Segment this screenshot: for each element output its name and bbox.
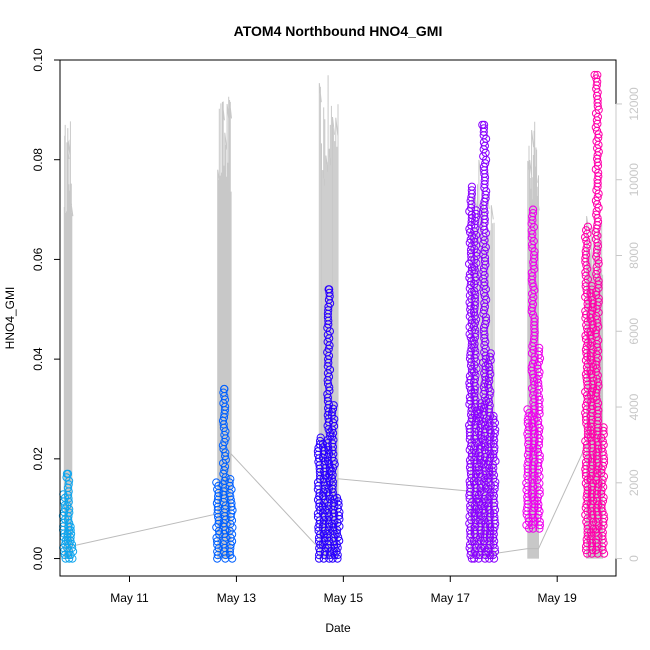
data-point xyxy=(318,439,327,448)
data-point xyxy=(334,497,343,506)
data-point xyxy=(599,440,608,449)
altitude-spikes xyxy=(217,96,232,559)
data-point xyxy=(332,529,341,538)
y2-axis: 0 2000 4000 6000 8000 10000 12000 xyxy=(615,87,641,562)
data-point xyxy=(591,329,600,338)
data-point-peak xyxy=(478,120,487,129)
x-tick-label: May 15 xyxy=(324,591,364,605)
series-5 xyxy=(522,205,545,533)
data-point xyxy=(485,352,494,361)
connector-line xyxy=(71,443,588,555)
data-point xyxy=(482,295,491,304)
y-tick-label: 0.04 xyxy=(31,347,45,371)
chart-title: ATOM4 Northbound HNO4_GMI xyxy=(234,23,443,39)
data-point-peak xyxy=(590,70,599,80)
x-tick-label: May 11 xyxy=(110,591,149,605)
data-point xyxy=(329,401,338,410)
y-tick-label: 0.10 xyxy=(31,48,45,72)
y2-tick-label: 2000 xyxy=(627,469,641,496)
data-point xyxy=(597,465,606,474)
altitude-spikes xyxy=(63,121,74,559)
data-point xyxy=(58,511,68,520)
data-point xyxy=(534,347,544,356)
x-axis-label: Date xyxy=(325,621,351,635)
data-point xyxy=(479,250,488,259)
data-point xyxy=(66,526,75,535)
data-point xyxy=(599,426,608,435)
data-point-peak xyxy=(63,469,73,478)
y2-tick-label: 10000 xyxy=(627,163,641,197)
x-tick-label: May 17 xyxy=(431,591,471,605)
data-point xyxy=(594,259,603,268)
x-tick-label: May 19 xyxy=(538,591,578,605)
y2-tick-label: 8000 xyxy=(627,242,641,269)
data-point xyxy=(489,415,498,424)
data-point xyxy=(528,209,538,218)
data-point xyxy=(328,404,338,413)
data-point xyxy=(327,467,336,476)
series-4 xyxy=(465,120,500,563)
data-point xyxy=(467,186,476,195)
data-point xyxy=(583,222,593,231)
altitude-trace xyxy=(63,75,604,559)
data-point xyxy=(64,480,73,489)
data-point-peak xyxy=(220,384,229,394)
data-point xyxy=(486,349,495,358)
data-point xyxy=(66,522,75,531)
data-series xyxy=(58,70,609,563)
flight-track-connector xyxy=(71,443,588,555)
data-point xyxy=(330,460,339,469)
y-tick-label: 0.08 xyxy=(31,148,45,172)
y2-tick-label: 12000 xyxy=(627,87,641,121)
y-axis: 0.00 0.02 0.04 0.06 0.08 0.10 xyxy=(31,48,61,571)
data-point xyxy=(599,423,608,432)
data-point xyxy=(474,409,483,418)
data-point xyxy=(535,343,544,352)
data-point-peak xyxy=(324,285,333,294)
y-tick-label: 0.06 xyxy=(31,247,45,271)
y-axis-label: HNO4_GMI xyxy=(3,287,17,350)
data-point xyxy=(594,297,603,307)
y-tick-label: 0.00 xyxy=(31,547,45,571)
data-point-peak xyxy=(529,205,538,214)
y2-tick-label: 0 xyxy=(627,555,641,562)
data-point xyxy=(215,530,224,539)
data-point xyxy=(225,478,234,487)
y2-tick-label: 6000 xyxy=(627,318,641,345)
series-3 xyxy=(313,285,344,563)
data-point xyxy=(482,316,491,325)
data-point xyxy=(219,388,228,397)
data-point xyxy=(325,288,334,297)
data-point xyxy=(335,536,344,545)
series-6 xyxy=(581,70,609,558)
data-point xyxy=(586,331,595,340)
y2-tick-label: 4000 xyxy=(627,393,641,420)
series-1 xyxy=(58,469,78,563)
data-point xyxy=(489,411,498,421)
data-point xyxy=(530,314,539,323)
data-point xyxy=(593,70,602,80)
data-point xyxy=(535,521,545,530)
data-point xyxy=(467,266,476,275)
data-point xyxy=(535,489,544,498)
x-axis: May 11 May 13 May 15 May 17 May 19 xyxy=(110,575,578,605)
series-2 xyxy=(212,384,237,563)
data-point xyxy=(467,182,476,191)
x-tick-label: May 13 xyxy=(217,591,257,605)
data-point xyxy=(597,479,606,488)
data-point xyxy=(594,172,603,181)
data-point xyxy=(592,210,601,219)
data-point xyxy=(471,209,481,218)
data-point xyxy=(472,206,481,215)
y-tick-label: 0.02 xyxy=(31,447,45,471)
data-point xyxy=(226,475,235,484)
data-point xyxy=(332,493,342,502)
data-point xyxy=(527,363,536,372)
data-point xyxy=(583,240,592,249)
